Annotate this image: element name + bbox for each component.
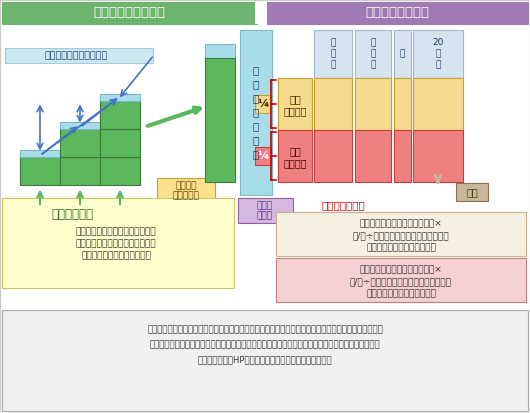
Text: １/４÷（支給残月数の区分に応じた）: １/４÷（支給残月数の区分に応じた） [352,232,449,240]
Bar [2,2,257,24]
Bar [100,94,140,101]
Text: （退職時）: （退職時） [173,192,199,200]
Text: 組合員期間中の積立: 組合員期間中の積立 [93,7,165,19]
Text: て得た額：基準利率で付利）: て得た額：基準利率で付利） [81,252,151,261]
Text: 〔総務省地方財政審議会第２１回地方公務員共済組合分科会〕（平成２５年５月３０日開催）に提出さ: 〔総務省地方財政審議会第２１回地方公務員共済組合分科会〕（平成２５年５月３０日開… [147,325,383,335]
Bar [394,30,411,78]
Bar [5,48,153,63]
Bar [456,183,488,201]
Bar [60,122,100,129]
Text: ＜当初決定時＞: ＜当初決定時＞ [321,200,365,210]
Bar [100,157,140,185]
Bar [255,95,271,113]
Text: ¼: ¼ [257,99,269,109]
Text: 手当等の額に一定の付与率を乗じ: 手当等の額に一定の付与率を乗じ [76,240,156,249]
Bar [355,78,391,130]
Bar [238,198,293,223]
Bar [255,147,271,165]
Bar [255,2,267,24]
Bar [276,212,526,256]
Bar [100,129,140,157]
Text: ２
年
目: ２ 年 目 [370,38,376,70]
Bar [314,30,352,78]
Bar [278,78,312,130]
Text: ¼: ¼ [257,151,269,161]
Bar [157,178,215,204]
Bar [267,2,528,24]
Text: 積立終了: 積立終了 [175,181,197,190]
Text: 給
付
算
定
基
礎
額: 給 付 算 定 基 礎 額 [253,65,259,159]
Text: 発生時: 発生時 [257,211,273,221]
Text: （毎月の標準報酬月額と標準期末: （毎月の標準報酬月額と標準期末 [76,228,156,237]
Bar [413,130,463,182]
Bar [413,30,463,78]
Bar [20,157,60,185]
Text: 有期退職年金＝給付算定基礎額×: 有期退職年金＝給付算定基礎額× [360,219,443,228]
Text: び各共済組合のHPを参照し、筆者が一部加工して作成。: び各共済組合のHPを参照し、筆者が一部加工して作成。 [198,356,332,365]
Text: 有期年金現価率（毎年改定）: 有期年金現価率（毎年改定） [366,244,436,252]
Bar [2,198,234,288]
Text: 20
年
目: 20 年 目 [432,38,444,70]
Text: ～: ～ [399,50,405,59]
Text: １/４÷（受給権者の年齢区分に応じた）: １/４÷（受給権者の年齢区分に応じた） [350,278,452,287]
Bar [60,129,100,157]
Text: 終身退職年金＝給付算定基礎額×: 終身退職年金＝給付算定基礎額× [360,266,443,275]
Bar [2,310,528,411]
Bar [276,258,526,302]
Text: 退職後の年金受給: 退職後の年金受給 [365,7,429,19]
Bar [278,130,312,182]
Bar [394,130,411,182]
Text: 退職年金: 退職年金 [283,158,307,168]
Bar [413,78,463,130]
Bar [100,101,140,129]
Bar [205,44,235,58]
Bar [314,78,352,130]
Bar [314,130,352,182]
Text: 終身年金現価率（毎年改定）: 終身年金現価率（毎年改定） [366,290,436,299]
Text: 終身: 終身 [289,146,301,156]
Text: １
年
目: １ 年 目 [330,38,335,70]
Bar [355,30,391,78]
Text: 毎月の付与額: 毎月の付与額 [51,207,93,221]
Text: 有期: 有期 [289,94,301,104]
Text: 利子（基準利率で付利）: 利子（基準利率で付利） [45,51,108,60]
Bar [394,78,411,130]
Text: れた【資料３】１０ページの『年金払い退職給付』の給付設計・財政運営』に掲載されている図およ: れた【資料３】１０ページの『年金払い退職給付』の給付設計・財政運営』に掲載されて… [149,340,381,349]
Text: 退職年金: 退職年金 [283,106,307,116]
Bar [240,30,272,195]
Bar [355,130,391,182]
Bar [205,58,235,182]
Bar [60,157,100,185]
Text: 死亡: 死亡 [466,187,478,197]
Text: 受給権: 受給権 [257,202,273,211]
Bar [20,150,60,157]
